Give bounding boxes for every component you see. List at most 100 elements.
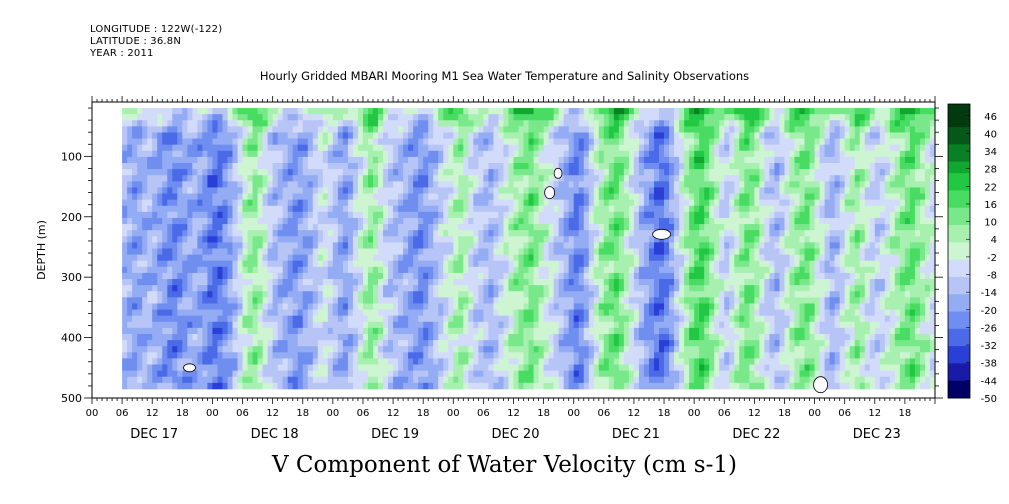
heatmap-cell bbox=[347, 382, 354, 390]
heatmap-cell bbox=[408, 230, 414, 237]
heatmap-cell bbox=[598, 144, 605, 152]
heatmap-cell bbox=[152, 321, 158, 329]
heatmap-cell bbox=[302, 114, 309, 121]
heatmap-cell bbox=[207, 309, 213, 317]
heatmap-cell bbox=[307, 309, 314, 317]
heatmap-cell bbox=[503, 285, 509, 292]
heatmap-cell bbox=[282, 144, 289, 152]
heatmap-cell bbox=[438, 230, 444, 237]
heatmap-cell bbox=[232, 187, 238, 194]
heatmap-cell bbox=[654, 297, 660, 304]
heatmap-cell bbox=[588, 187, 595, 194]
heatmap-cell bbox=[167, 156, 173, 164]
heatmap-cell bbox=[618, 315, 625, 323]
heatmap-cell bbox=[132, 181, 138, 188]
heatmap-cell bbox=[272, 126, 279, 133]
heatmap-cell bbox=[282, 254, 289, 262]
heatmap-cell bbox=[282, 217, 289, 225]
heatmap-cell bbox=[458, 169, 464, 176]
heatmap-cell bbox=[548, 315, 555, 323]
heatmap-cell bbox=[337, 382, 344, 390]
heatmap-cell bbox=[654, 242, 660, 249]
heatmap-cell bbox=[132, 370, 138, 378]
heatmap-cell bbox=[267, 181, 274, 188]
heatmap-cell bbox=[453, 187, 459, 194]
heatmap-cell bbox=[568, 266, 575, 274]
heatmap-cell bbox=[633, 138, 640, 146]
heatmap-cell bbox=[563, 187, 570, 194]
heatmap-cell bbox=[478, 163, 484, 170]
heatmap-cell bbox=[398, 285, 404, 292]
heatmap-cell bbox=[393, 132, 399, 139]
heatmap-cell bbox=[247, 156, 253, 164]
heatmap-cell bbox=[438, 364, 444, 372]
heatmap-cell bbox=[453, 346, 459, 353]
heatmap-cell bbox=[302, 291, 309, 298]
heatmap-cell bbox=[654, 108, 660, 115]
heatmap-cell bbox=[633, 370, 640, 378]
heatmap-cell bbox=[654, 303, 660, 310]
heatmap-cell bbox=[468, 175, 474, 182]
heatmap-cell bbox=[378, 114, 384, 121]
heatmap-cell bbox=[262, 364, 269, 372]
heatmap-cell bbox=[122, 108, 128, 115]
heatmap-cell bbox=[157, 236, 163, 243]
heatmap-cell bbox=[598, 364, 605, 372]
heatmap-cell bbox=[478, 175, 484, 182]
heatmap-cell bbox=[418, 230, 424, 237]
heatmap-cell bbox=[287, 315, 294, 323]
heatmap-cell bbox=[548, 303, 555, 310]
heatmap-cell bbox=[418, 193, 424, 201]
heatmap-cell bbox=[292, 376, 299, 384]
heatmap-cell bbox=[302, 205, 309, 213]
heatmap-cell bbox=[122, 199, 128, 207]
heatmap-cell bbox=[152, 272, 158, 280]
heatmap-cell bbox=[648, 211, 655, 219]
heatmap-cell bbox=[147, 272, 153, 280]
heatmap-cell bbox=[443, 254, 449, 262]
heatmap-cell bbox=[347, 352, 354, 359]
heatmap-cell bbox=[122, 211, 128, 219]
heatmap-cell bbox=[252, 169, 258, 176]
heatmap-cell bbox=[458, 211, 464, 219]
heatmap-cell bbox=[277, 333, 284, 341]
heatmap-cell bbox=[227, 364, 233, 372]
heatmap-cell bbox=[458, 315, 464, 323]
heatmap-cell bbox=[292, 199, 299, 207]
heatmap-cell bbox=[413, 340, 419, 347]
heatmap-cell bbox=[413, 376, 419, 384]
heatmap-cell bbox=[618, 321, 625, 329]
heatmap-cell bbox=[257, 291, 264, 298]
heatmap-cell bbox=[302, 236, 309, 243]
heatmap-cell bbox=[187, 382, 193, 390]
heatmap-cell bbox=[443, 364, 449, 372]
heatmap-cell bbox=[362, 285, 369, 292]
heatmap-cell bbox=[473, 199, 479, 207]
heatmap-cell bbox=[543, 169, 550, 176]
heatmap-cell bbox=[473, 163, 479, 170]
heatmap-cell bbox=[167, 327, 173, 335]
heatmap-cell bbox=[332, 364, 339, 372]
heatmap-cell bbox=[453, 132, 459, 139]
heatmap-cell bbox=[613, 132, 620, 139]
heatmap-cell bbox=[623, 120, 630, 127]
heatmap-cell bbox=[357, 132, 364, 139]
heatmap-cell bbox=[137, 303, 143, 310]
heatmap-cell bbox=[428, 224, 434, 231]
heatmap-cell bbox=[217, 340, 223, 347]
heatmap-cell bbox=[654, 260, 660, 268]
heatmap-cell bbox=[428, 199, 434, 207]
heatmap-cell bbox=[302, 224, 309, 231]
heatmap-cell bbox=[513, 144, 519, 152]
heatmap-cell bbox=[654, 291, 660, 298]
heatmap-cell bbox=[232, 205, 238, 213]
heatmap-cell bbox=[292, 382, 299, 390]
heatmap-cell bbox=[152, 291, 158, 298]
heatmap-cell bbox=[508, 303, 514, 310]
heatmap-cell bbox=[433, 120, 439, 127]
heatmap-cell bbox=[317, 156, 324, 164]
heatmap-cell bbox=[252, 114, 258, 121]
heatmap-cell bbox=[593, 187, 600, 194]
heatmap-cell bbox=[297, 242, 304, 249]
heatmap-cell bbox=[473, 266, 479, 274]
